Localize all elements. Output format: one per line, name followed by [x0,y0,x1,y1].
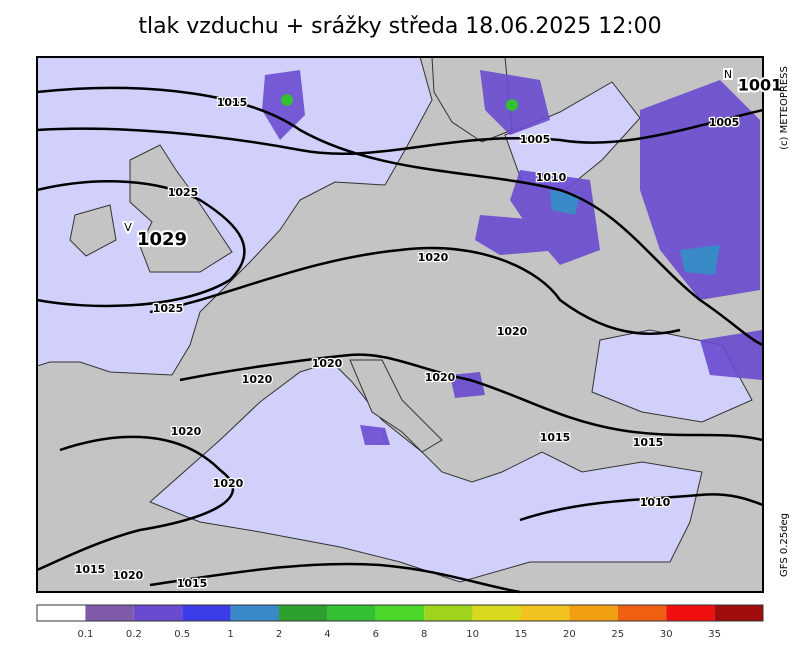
legend-label: 30 [660,629,673,640]
isobar-label: 1020 [425,371,456,384]
legend-label: 4 [324,629,330,640]
legend-frame [36,604,764,622]
isobar-label: 1010 [536,171,567,184]
isobar-label: 1025 [168,186,199,199]
isobar-label: 1020 [213,477,244,490]
isobar-label: 1005 [520,133,551,146]
legend-label: 0.1 [77,629,93,640]
legend-swatch [182,605,231,621]
legend-swatch [666,605,715,621]
isobar-label: 1020 [312,357,343,370]
legend-label: 15 [515,629,528,640]
legend-label: 2 [276,629,282,640]
high-symbol: V [124,221,132,234]
legend-swatch [85,605,134,621]
legend-swatch [133,605,183,621]
high-value: 1029 [137,229,187,250]
legend-swatch [230,605,279,621]
legend-swatch [472,605,521,621]
isobar-label: 1020 [497,325,528,338]
model-label: GFS 0.25deg [779,513,790,577]
isobar-label: 1015 [633,436,664,449]
legend-label: 20 [563,629,576,640]
isobar-label: 1015 [217,96,248,109]
isobar-label: 1025 [153,302,184,315]
legend-swatch [279,605,328,621]
isobar-label: 1015 [75,563,106,576]
legend-label: 35 [708,629,721,640]
legend-swatch [327,605,376,621]
legend-label: 6 [373,629,379,640]
isobar-labels: 1015 1025 1025 1020 1020 1020 1020 1020 1020 1020… [73,95,740,592]
isobar-label: 1015 [177,577,208,590]
legend-label: 10 [466,629,479,640]
legend-swatch [375,605,425,621]
isobar-label: 1010 [640,496,671,509]
isobar-label: 1020 [113,569,144,582]
legend-swatch [569,605,618,621]
isobar-label: 1020 [418,251,449,264]
legend-swatch [424,605,473,621]
legend-label: 0.2 [126,629,142,640]
legend-label: 8 [421,629,427,640]
legend-swatch [714,605,763,621]
isobar-label: 1005 [709,116,740,129]
isobar-label: 1020 [171,425,202,438]
map-area: 1015 1025 1025 1020 1020 1020 1020 1020 1020 1020… [36,56,784,594]
legend-swatch [617,605,667,621]
isobar-label: 1015 [540,431,571,444]
low-value: 1001 [738,76,783,95]
legend-swatch [521,605,570,621]
legend-swatch [37,605,86,621]
map-title: tlak vzduchu + srážky středa 18.06.2025 … [138,14,661,39]
low-symbol: N [724,68,732,81]
legend-label: 25 [611,629,624,640]
legend-label: 1 [227,629,233,640]
isobar-label: 1020 [242,373,273,386]
legend-label: 0.5 [174,629,190,640]
credit: (c) METEOPRESS [779,66,790,150]
color-legend: 0.1 0.2 0.5 1 2 4 6 8 10 15 20 25 30 35 [36,604,764,640]
